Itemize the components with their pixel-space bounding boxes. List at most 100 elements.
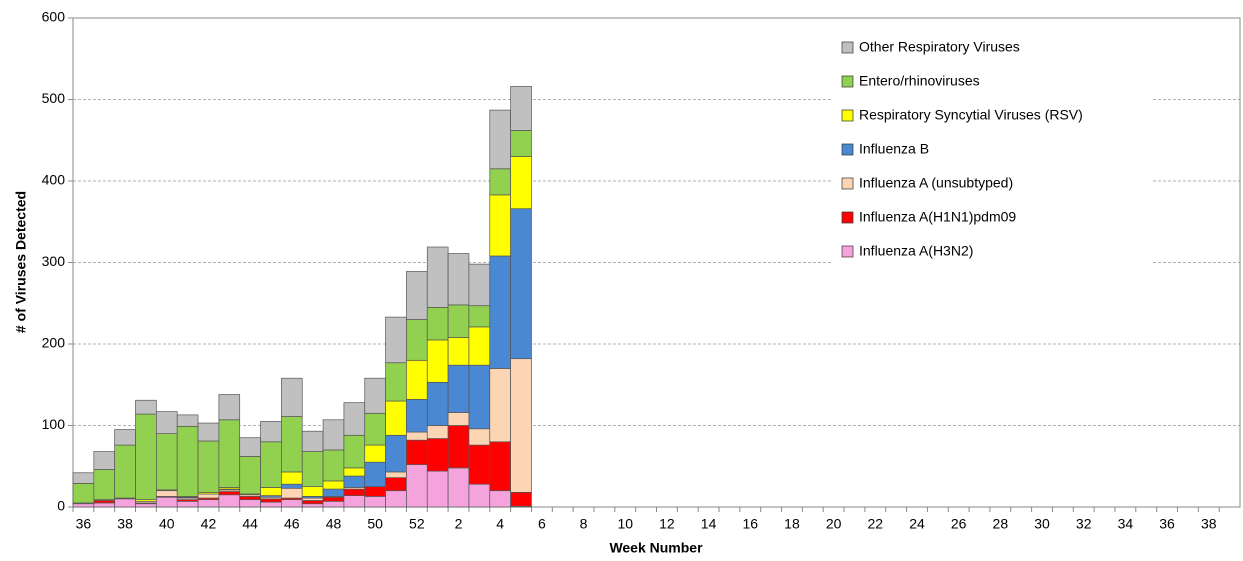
bar-segment (426, 438, 449, 472)
bar-segment (322, 488, 345, 497)
x-tick-label: 34 (1118, 516, 1134, 532)
x-tick-label: 8 (580, 516, 588, 532)
bar-segment (364, 377, 386, 414)
bar-segment (426, 306, 449, 341)
bar-segment (385, 316, 407, 364)
bar-segment (447, 412, 470, 426)
bar-segment (426, 381, 449, 426)
bar-segment (406, 359, 428, 400)
x-tick-label: 20 (826, 516, 842, 532)
bar-segment (93, 469, 116, 501)
x-tick-label: 46 (284, 516, 300, 532)
bar-segment (322, 500, 345, 508)
bar-segment (176, 500, 199, 508)
legend-label: Respiratory Syncytial Viruses (RSV) (859, 107, 1083, 123)
bar-segment (281, 377, 303, 417)
x-tick-label: 48 (326, 516, 342, 532)
bar-segment (197, 493, 220, 499)
bar-segment (468, 483, 491, 508)
bar-segment (510, 86, 532, 131)
bar-segment (385, 434, 407, 473)
bar-segment (239, 496, 261, 501)
x-tick-label: 6 (538, 516, 546, 532)
x-tick-label: 32 (1076, 516, 1092, 532)
bar-segment (406, 319, 428, 361)
y-tick-label: 600 (42, 9, 66, 25)
bar-segment (72, 472, 95, 484)
x-tick-label: 10 (617, 516, 633, 532)
bar-segment (281, 416, 303, 473)
bar-segment (364, 444, 386, 463)
legend-swatch (841, 211, 854, 224)
legend-label: Influenza B (859, 141, 929, 157)
bar-segment (489, 109, 511, 170)
x-tick-label: 30 (1034, 516, 1050, 532)
bar-segment (447, 253, 470, 306)
bar-segment (468, 263, 491, 307)
bar-segment (301, 430, 324, 452)
x-tick-label: 14 (701, 516, 717, 532)
x-tick-label: 16 (742, 516, 758, 532)
bar-segment (447, 337, 470, 366)
legend-swatch (841, 109, 854, 122)
bar-segment (135, 503, 157, 508)
bar-segment (218, 394, 241, 421)
x-tick-label: 28 (993, 516, 1009, 532)
x-tick-label: 22 (868, 516, 884, 532)
bar-segment (176, 414, 199, 427)
bar-segment (447, 304, 470, 338)
legend-label: Entero/rhinoviruses (859, 73, 980, 89)
legend-swatch (841, 177, 854, 190)
bar-segment (156, 490, 178, 497)
y-tick-label: 500 (42, 90, 66, 106)
x-axis-title: Week Number (609, 540, 703, 556)
bar-segment (301, 497, 324, 501)
bar-segment (510, 208, 532, 360)
x-tick-label: 36 (1159, 516, 1175, 532)
bar-segment (156, 433, 178, 491)
x-tick-label: 18 (784, 516, 800, 532)
bar-segment (489, 168, 511, 196)
bar-segment (281, 487, 303, 499)
bar-segment (426, 339, 449, 383)
x-tick-label: 38 (1201, 516, 1217, 532)
bar-segment (364, 461, 386, 487)
y-tick-label: 200 (42, 335, 66, 351)
bar-segment (114, 498, 136, 508)
bar-segment (322, 480, 345, 490)
bar-segment (114, 429, 136, 446)
legend-label: Influenza A(H3N2) (859, 243, 973, 259)
bar-segment (156, 411, 178, 434)
bar-segment (489, 194, 511, 257)
bar-segment (114, 444, 136, 499)
legend-swatch (841, 143, 854, 156)
bar-segment (468, 326, 491, 366)
y-tick-label: 0 (57, 498, 65, 514)
bar-segment (510, 130, 532, 157)
bar-segment (426, 425, 449, 439)
bar-segment (135, 413, 157, 501)
bar-segment (322, 496, 345, 502)
legend-label: Other Respiratory Viruses (859, 39, 1020, 55)
x-tick-label: 4 (496, 516, 504, 532)
bar-segment (489, 368, 511, 443)
bar-segment (406, 439, 428, 465)
bar-segment (322, 449, 345, 482)
bar-segment (72, 483, 95, 504)
bar-segment (218, 491, 241, 496)
bar-segment (468, 444, 491, 485)
x-tick-label: 44 (242, 516, 258, 532)
bar-segment (385, 362, 407, 402)
x-tick-label: 42 (201, 516, 217, 532)
bar-segment (218, 419, 241, 488)
x-tick-label: 36 (76, 516, 92, 532)
bar-segment (406, 431, 428, 441)
bar-segment (447, 425, 470, 469)
bar-segment (301, 503, 324, 508)
bar-segment (468, 428, 491, 446)
bar-segment (301, 500, 324, 505)
bar-segment (301, 486, 324, 497)
bar-segment (281, 471, 303, 485)
bar-segment (468, 364, 491, 430)
